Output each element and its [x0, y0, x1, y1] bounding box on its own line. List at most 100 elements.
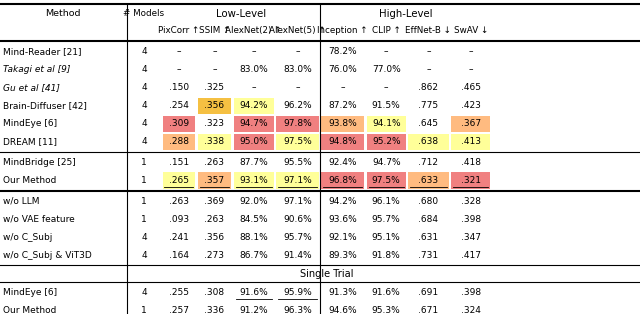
Text: 91.4%: 91.4%: [284, 251, 312, 260]
Bar: [321, 134, 364, 150]
Text: 4: 4: [141, 137, 147, 146]
Text: .263: .263: [204, 158, 225, 167]
Text: Low-Level: Low-Level: [216, 9, 266, 19]
Text: 94.8%: 94.8%: [328, 137, 357, 146]
Text: –: –: [252, 47, 256, 57]
Text: .308: .308: [204, 288, 225, 297]
Text: 91.3%: 91.3%: [328, 288, 357, 297]
Text: –: –: [426, 47, 431, 57]
Text: .151: .151: [169, 158, 189, 167]
Text: 1: 1: [141, 306, 147, 314]
Text: 4: 4: [141, 84, 147, 92]
Text: .263: .263: [169, 197, 189, 206]
Text: .775: .775: [419, 101, 438, 111]
Text: 4: 4: [141, 47, 147, 57]
Text: Inception ↑: Inception ↑: [317, 26, 368, 35]
Text: 95.9%: 95.9%: [284, 288, 312, 297]
Text: 97.1%: 97.1%: [284, 176, 312, 185]
Text: .323: .323: [204, 119, 225, 128]
Text: 94.7%: 94.7%: [372, 158, 401, 167]
Text: .328: .328: [461, 197, 481, 206]
Bar: [451, 172, 490, 189]
Text: 4: 4: [141, 101, 147, 111]
Text: 86.7%: 86.7%: [239, 251, 268, 260]
Text: # Models: # Models: [124, 9, 164, 18]
Text: PixCorr ↑: PixCorr ↑: [158, 26, 200, 35]
Text: .273: .273: [204, 251, 225, 260]
Text: –: –: [212, 65, 217, 74]
Text: 4: 4: [141, 119, 147, 128]
Text: EffNet-B ↓: EffNet-B ↓: [406, 26, 451, 35]
Text: 4: 4: [141, 233, 147, 242]
Text: .356: .356: [204, 101, 225, 111]
Text: w/o C_Subj & ViT3D: w/o C_Subj & ViT3D: [3, 251, 92, 260]
Text: .369: .369: [204, 197, 225, 206]
Text: SwAV ↓: SwAV ↓: [454, 26, 488, 35]
Text: .684: .684: [419, 215, 438, 224]
Text: Takagi et al [9]: Takagi et al [9]: [3, 65, 70, 74]
Text: .418: .418: [461, 158, 481, 167]
Bar: [451, 116, 490, 132]
Text: .324: .324: [461, 306, 481, 314]
Text: 91.6%: 91.6%: [239, 288, 268, 297]
Text: DREAM [11]: DREAM [11]: [3, 137, 57, 146]
Text: 95.7%: 95.7%: [372, 215, 401, 224]
Text: Our Method: Our Method: [3, 176, 56, 185]
Text: 4: 4: [141, 288, 147, 297]
Text: 95.2%: 95.2%: [372, 137, 401, 146]
Text: .347: .347: [461, 233, 481, 242]
Text: 77.0%: 77.0%: [372, 65, 401, 74]
Text: 1: 1: [141, 215, 147, 224]
Bar: [234, 98, 274, 114]
Text: 4: 4: [141, 251, 147, 260]
Bar: [163, 134, 195, 150]
Bar: [408, 134, 449, 150]
Text: 91.6%: 91.6%: [372, 288, 401, 297]
Bar: [198, 134, 231, 150]
Bar: [451, 134, 490, 150]
Text: .398: .398: [461, 288, 481, 297]
Text: .164: .164: [169, 251, 189, 260]
Text: w/o LLM: w/o LLM: [3, 197, 40, 206]
Text: .321: .321: [461, 176, 481, 185]
Text: .712: .712: [419, 158, 438, 167]
Text: .255: .255: [169, 288, 189, 297]
Text: .263: .263: [204, 215, 225, 224]
Text: MindEye [6]: MindEye [6]: [3, 288, 58, 297]
Text: 83.0%: 83.0%: [284, 65, 312, 74]
Text: 95.3%: 95.3%: [372, 306, 401, 314]
Text: .338: .338: [204, 137, 225, 146]
Text: .398: .398: [461, 215, 481, 224]
Text: 93.6%: 93.6%: [328, 215, 357, 224]
Text: 90.6%: 90.6%: [284, 215, 312, 224]
Text: .465: .465: [461, 84, 481, 92]
Text: .633: .633: [419, 176, 438, 185]
Text: .288: .288: [169, 137, 189, 146]
Text: 1: 1: [141, 197, 147, 206]
Bar: [321, 172, 364, 189]
Bar: [276, 116, 319, 132]
Text: –: –: [384, 47, 388, 57]
Text: –: –: [295, 84, 300, 92]
Text: .265: .265: [169, 176, 189, 185]
Text: 93.1%: 93.1%: [239, 176, 268, 185]
Text: 94.2%: 94.2%: [328, 197, 357, 206]
Text: .150: .150: [169, 84, 189, 92]
Text: .645: .645: [419, 119, 438, 128]
Text: Gu et al [41]: Gu et al [41]: [3, 84, 60, 92]
Text: 78.2%: 78.2%: [328, 47, 357, 57]
Text: 1: 1: [141, 158, 147, 167]
Text: 96.2%: 96.2%: [284, 101, 312, 111]
Bar: [234, 172, 274, 189]
Text: .356: .356: [204, 233, 225, 242]
Text: 94.6%: 94.6%: [328, 306, 357, 314]
Text: –: –: [212, 47, 217, 57]
Text: Our Method: Our Method: [3, 306, 56, 314]
Text: 76.0%: 76.0%: [328, 65, 357, 74]
Text: .731: .731: [419, 251, 438, 260]
Text: .367: .367: [461, 119, 481, 128]
Text: 97.8%: 97.8%: [284, 119, 312, 128]
Bar: [234, 134, 274, 150]
Text: MindBridge [25]: MindBridge [25]: [3, 158, 76, 167]
Text: .691: .691: [419, 288, 438, 297]
